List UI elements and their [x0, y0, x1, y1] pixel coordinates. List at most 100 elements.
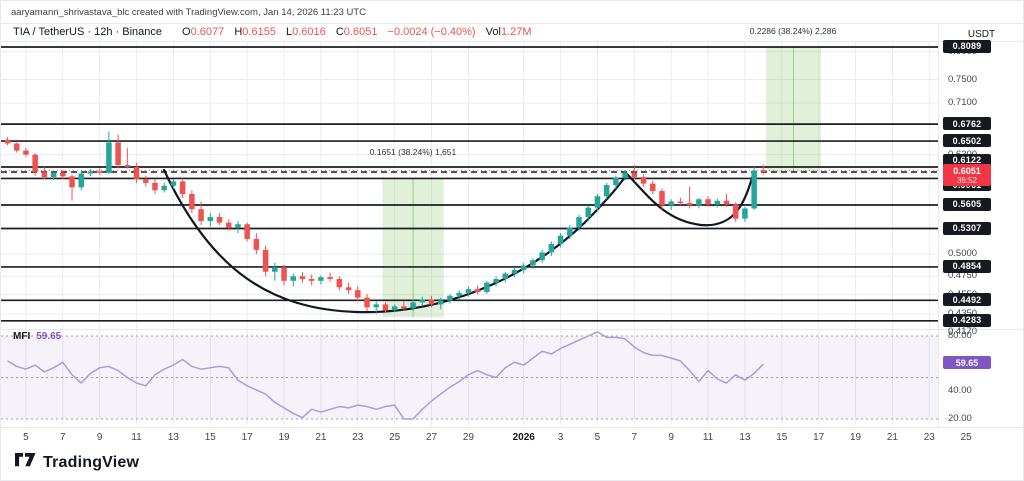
candle-body [253, 238, 260, 250]
time-tick-label: 19 [849, 432, 862, 443]
level-price-label: 0.6122 [943, 153, 991, 167]
price-tick-label: 0.4350 [948, 308, 977, 319]
candle-body [198, 209, 204, 222]
range-measure-label-cup[interactable]: 0.1651 (38.24%) 1,651 [369, 147, 457, 157]
ohlc-open-value: 0.6077 [190, 26, 225, 38]
time-tick-label: 5 [23, 432, 29, 443]
candle-body [539, 252, 545, 261]
range-measure-label-target[interactable]: 0.2286 (38.24%) 2,286 [749, 26, 837, 36]
time-axis[interactable]: 5 7 9 11 13 15 17 19 21 23 25 27 29 2026 3 5 7 9 11 13 15 17 1… [1, 427, 1023, 446]
candle-body [410, 302, 416, 309]
indicator-legend[interactable]: MFI 59.65 [13, 331, 61, 342]
candle-body [299, 276, 306, 279]
candle-body [179, 181, 186, 194]
candle-body [290, 276, 297, 281]
pane-separator [1, 329, 1023, 330]
price-axis[interactable]: USDT 0.80000.75000.71000.63000.50000.475… [938, 23, 1023, 427]
level-price-label: 0.4283 [943, 313, 991, 327]
symbol-info-bar[interactable]: TIA / TetherUS · 12h · Binance O0.6077 H… [13, 26, 532, 38]
bar-close-countdown: 36:52 [956, 175, 978, 185]
time-tick-label: 5 [594, 432, 601, 443]
candle-body [308, 278, 315, 281]
cup-pattern-curve[interactable] [162, 168, 629, 314]
candle-body [216, 217, 223, 223]
attribution-text: aaryamann_shrivastava_blc created with T… [11, 7, 367, 18]
mfi-value-badge: 59.65 [943, 356, 991, 370]
candle-body [272, 267, 278, 272]
price-tick-label: 0.7100 [948, 97, 978, 109]
candle-body [32, 154, 38, 173]
candle-body [318, 277, 324, 281]
candle-body [78, 173, 84, 188]
candle-body [603, 185, 610, 197]
candle-body [115, 142, 121, 166]
time-tick-label: 17 [241, 432, 253, 443]
candle-body [364, 297, 370, 308]
level-price-label: 0.5307 [943, 221, 991, 235]
candle-body [474, 289, 481, 292]
level-price-label: 0.8089 [943, 39, 991, 53]
candle-body [152, 182, 158, 191]
candle-body [447, 295, 453, 301]
ohlc-high-label: H [234, 26, 243, 38]
candle-body [50, 172, 57, 178]
time-tick-label: 9 [96, 432, 103, 443]
candle-body [511, 269, 518, 274]
handle-pattern-curve[interactable] [625, 172, 755, 227]
last-price-value: 0.6051 [953, 165, 981, 176]
time-tick-label: 9 [668, 432, 674, 443]
candle-body [723, 200, 730, 205]
candle-body [170, 181, 177, 186]
time-tick-label: 2026 [512, 432, 535, 443]
ohlc-open-label: O [182, 26, 191, 38]
volume-label: Vol [485, 26, 501, 38]
time-tick-label: 15 [204, 432, 216, 443]
ohlc-close-label: C [335, 26, 344, 38]
time-tick-label: 25 [960, 432, 972, 443]
level-price-label: 0.6502 [943, 134, 991, 148]
candle-body [705, 199, 711, 205]
indicator-value: 59.65 [36, 331, 62, 342]
level-price-label: 0.4492 [943, 293, 991, 307]
candle-body [677, 201, 684, 204]
candle-body [714, 200, 721, 205]
chart-canvas[interactable] [1, 1, 938, 446]
currency-label: USDT [967, 29, 996, 40]
candle-body [502, 273, 509, 279]
candle-body [391, 306, 398, 311]
candle-body [576, 217, 582, 228]
candle-body [133, 167, 140, 180]
candle-body [520, 265, 527, 270]
level-price-label: 0.5605 [943, 197, 991, 211]
candle-body [161, 185, 167, 191]
candle-body [207, 217, 214, 222]
candle-body [189, 193, 195, 210]
time-tick-label: 17 [813, 432, 825, 443]
candle-body [640, 177, 647, 184]
candle-body [650, 183, 656, 191]
mfi-tick-label: 80.00 [948, 330, 972, 341]
candle-body [732, 204, 739, 219]
candle-body [668, 201, 674, 206]
tradingview-watermark[interactable]: TradingView [15, 453, 139, 472]
candle-body [419, 299, 426, 303]
indicator-name: MFI [13, 331, 31, 342]
candle-body [345, 287, 352, 291]
candle-body [557, 235, 564, 244]
candle-body [336, 278, 343, 288]
time-tick-label: 23 [923, 432, 935, 443]
candle-body [262, 249, 269, 272]
candle-body [530, 260, 536, 266]
candle-body [456, 292, 462, 296]
header-separator [1, 23, 1023, 24]
candle-body [225, 222, 232, 228]
candle-body [373, 304, 379, 308]
time-tick-label: 21 [886, 432, 898, 443]
candle-body [355, 290, 361, 298]
candle-body [659, 190, 665, 206]
price-tick-label: 0.4750 [948, 270, 978, 282]
time-tick-label: 7 [631, 432, 638, 443]
time-tick-label: 11 [131, 432, 142, 443]
time-axis-separator [1, 427, 1023, 428]
